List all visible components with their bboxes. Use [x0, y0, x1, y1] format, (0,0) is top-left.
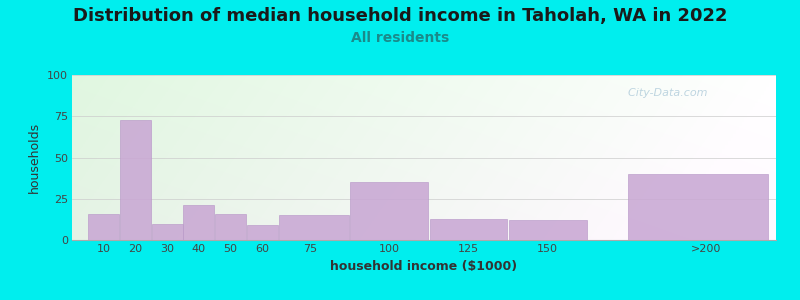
Bar [628, 174, 768, 240]
X-axis label: household income ($1000): household income ($1000) [330, 260, 518, 273]
Bar [279, 215, 349, 240]
Bar [509, 220, 586, 240]
Bar [151, 224, 182, 240]
Bar [183, 205, 214, 240]
Bar [120, 119, 151, 240]
Text: City-Data.com: City-Data.com [621, 88, 708, 98]
Bar [430, 218, 507, 240]
Bar [215, 214, 246, 240]
Bar [88, 214, 119, 240]
Bar [246, 225, 278, 240]
Y-axis label: households: households [28, 122, 42, 193]
Text: All residents: All residents [351, 32, 449, 46]
Text: Distribution of median household income in Taholah, WA in 2022: Distribution of median household income … [73, 8, 727, 26]
Bar [350, 182, 428, 240]
